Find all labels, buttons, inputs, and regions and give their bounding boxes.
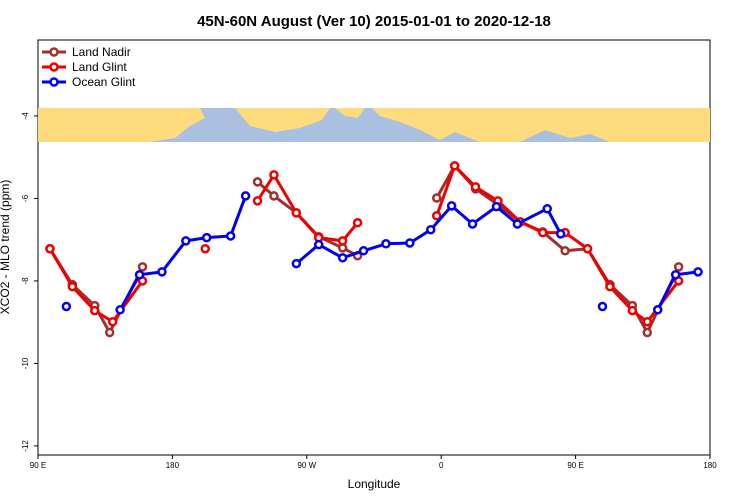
legend-label: Land Glint <box>72 60 127 74</box>
x-tick-label: 90 W <box>297 461 316 470</box>
x-tick-label: 90 E <box>567 461 583 470</box>
data-point <box>431 193 442 203</box>
data-point <box>107 317 118 327</box>
legend-marker <box>49 47 59 57</box>
data-point <box>491 201 502 212</box>
data-point <box>670 269 681 280</box>
data-point <box>45 243 55 254</box>
data-point <box>137 262 148 272</box>
data-point <box>405 238 415 248</box>
series-line <box>295 203 562 265</box>
data-point <box>597 301 608 312</box>
y-tick-label: -8 <box>21 277 30 285</box>
legend-label: Ocean Glint <box>72 75 136 89</box>
x-tick-label: 0 <box>439 461 444 470</box>
data-point <box>582 243 593 254</box>
data-point <box>134 269 145 280</box>
data-point <box>352 217 363 228</box>
data-point <box>431 210 442 221</box>
data-point <box>313 239 324 250</box>
data-point <box>291 258 302 269</box>
y-tick-label: -10 <box>21 357 30 369</box>
data-point <box>252 196 263 206</box>
x-tick-label: 180 <box>166 461 180 470</box>
data-point <box>269 170 279 180</box>
x-tick-label: 180 <box>703 461 717 470</box>
data-point <box>269 191 279 201</box>
data-point <box>89 305 100 316</box>
data-point <box>605 281 615 292</box>
data-point <box>240 191 251 201</box>
data-point <box>337 236 348 246</box>
data-point <box>642 317 653 327</box>
y-tick-label: -4 <box>21 112 30 120</box>
legend-marker <box>49 77 59 87</box>
data-point <box>537 227 548 238</box>
legend-label: Land Nadir <box>72 45 131 59</box>
y-tick-label: -12 <box>21 440 30 452</box>
data-point <box>252 177 263 187</box>
data-point <box>200 243 211 254</box>
map-strip <box>38 108 710 142</box>
data-point <box>642 327 653 338</box>
data-point <box>225 231 236 241</box>
data-point <box>115 305 125 315</box>
y-tick-label: -6 <box>21 194 30 202</box>
data-point <box>467 219 478 229</box>
plot-frame <box>37 39 711 456</box>
data-point <box>446 201 457 211</box>
data-point <box>652 305 663 315</box>
y-axis-label: XCO2 - MLO trend (ppm) <box>0 180 12 315</box>
data-point <box>104 327 115 338</box>
data-point <box>157 267 167 277</box>
data-point <box>555 229 566 239</box>
data-point <box>381 239 391 249</box>
data-point <box>673 262 684 272</box>
data-point <box>181 236 191 246</box>
data-point <box>449 161 460 171</box>
legend-marker <box>49 62 59 72</box>
data-point <box>425 225 436 235</box>
data-point <box>291 208 302 218</box>
data-point <box>560 246 570 256</box>
series-line <box>48 247 144 336</box>
data-point <box>358 246 369 256</box>
data-point <box>627 305 638 316</box>
chart-title: 45N-60N August (Ver 10) 2015-01-01 to 20… <box>197 13 551 30</box>
data-point <box>61 301 72 312</box>
data-point <box>470 182 481 192</box>
x-axis-label: Longitude <box>348 477 401 491</box>
data-point <box>693 267 703 277</box>
data-point <box>337 253 348 263</box>
data-point <box>512 219 523 229</box>
series-line <box>118 195 247 311</box>
data-point <box>67 281 78 292</box>
x-tick-label: 90 E <box>30 461 46 470</box>
series-line <box>256 172 359 243</box>
data-point <box>201 232 212 243</box>
data-point <box>542 203 552 214</box>
